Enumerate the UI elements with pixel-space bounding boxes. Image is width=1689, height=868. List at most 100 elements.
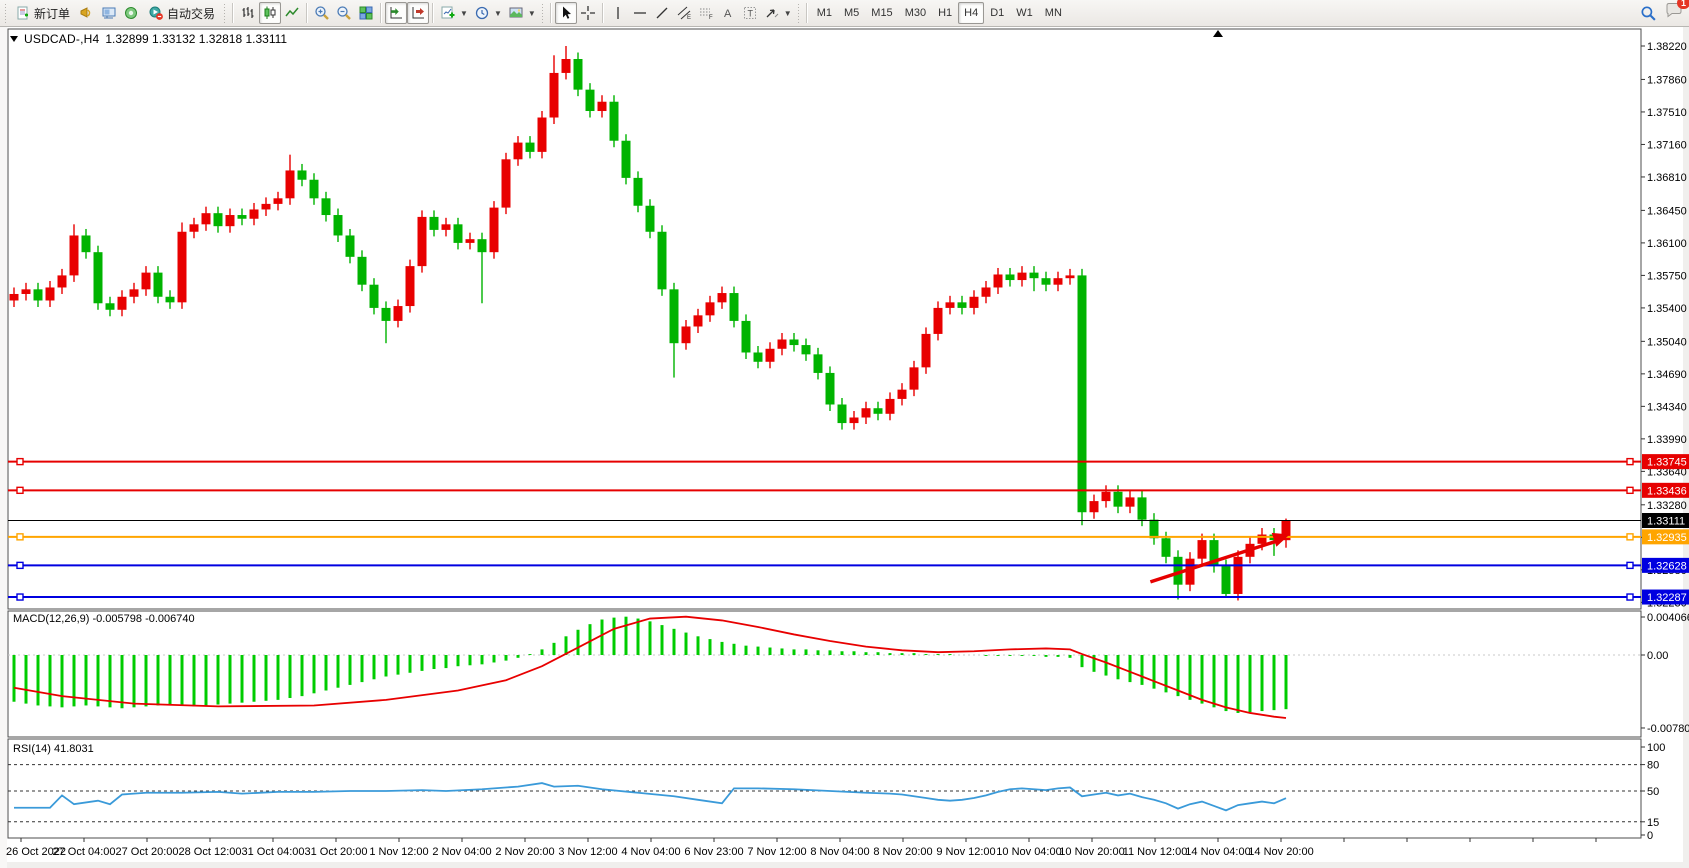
hline-handle[interactable] bbox=[1626, 593, 1634, 601]
diagonal-line-icon bbox=[656, 7, 668, 19]
bar-chart-button[interactable] bbox=[237, 2, 259, 24]
chart-shift-marker-icon[interactable] bbox=[1213, 30, 1223, 37]
text-label-tool-button[interactable]: T bbox=[739, 2, 761, 24]
rsi-pane[interactable] bbox=[7, 738, 1642, 839]
dropdown-caret-icon: ▼ bbox=[783, 8, 792, 18]
auto-scroll-button[interactable] bbox=[385, 2, 408, 24]
macd-signal-line bbox=[13, 615, 1287, 719]
toolbar-grip[interactable] bbox=[4, 3, 8, 23]
template-button[interactable]: ▼ bbox=[505, 2, 539, 24]
hline-handle[interactable] bbox=[16, 486, 24, 495]
price-tick-label: 1.36450 bbox=[1647, 205, 1687, 217]
hline-handle[interactable] bbox=[16, 593, 24, 601]
timeframe-d1[interactable]: D1 bbox=[990, 7, 1005, 19]
candle-chart-button[interactable] bbox=[259, 2, 282, 24]
hline-handle[interactable] bbox=[1626, 561, 1634, 570]
time-tick-label: 31 Oct 04:00 bbox=[242, 846, 305, 858]
autotrade-icon bbox=[149, 6, 163, 20]
rsi-indicator-label: RSI(14) 41.8031 bbox=[13, 743, 94, 755]
hline-handle[interactable] bbox=[16, 533, 24, 541]
dropdown-caret-icon: ▼ bbox=[527, 8, 536, 18]
main-pane[interactable] bbox=[7, 28, 1642, 610]
hline-handle[interactable] bbox=[16, 561, 24, 570]
macd-axis-label: -0.007809 bbox=[1647, 723, 1689, 735]
hline-price-box bbox=[1642, 529, 1689, 545]
fibonacci-tool-button[interactable]: F bbox=[695, 2, 717, 24]
timeframe-m15[interactable]: M15 bbox=[871, 7, 893, 19]
time-tick-label: 31 Oct 20:00 bbox=[305, 846, 368, 858]
axis-arrow-red-icon bbox=[412, 7, 425, 19]
hline-handle[interactable] bbox=[1626, 457, 1634, 466]
chart-shift-button[interactable] bbox=[407, 2, 430, 24]
price-tick-label: 1.37160 bbox=[1647, 139, 1687, 151]
time-tick-label: 2 Nov 20:00 bbox=[495, 846, 554, 858]
hline-price-box bbox=[1642, 513, 1689, 529]
clock-icon bbox=[475, 6, 489, 20]
timeframe-w1[interactable]: W1 bbox=[1016, 7, 1033, 19]
hline-handle[interactable] bbox=[1626, 486, 1634, 495]
chart-window[interactable]: USDCAD-,H4 1.32899 1.33132 1.32818 1.331… bbox=[0, 27, 1689, 868]
timeframe-m5[interactable]: M5 bbox=[844, 7, 860, 19]
vertical-line-tool-button[interactable] bbox=[607, 2, 629, 24]
picture-icon bbox=[509, 7, 523, 18]
channel-tool-button[interactable]: E bbox=[673, 2, 695, 24]
toolbar-grip[interactable] bbox=[223, 3, 228, 23]
cursor-tool-button[interactable] bbox=[554, 2, 577, 24]
svg-text:E: E bbox=[687, 15, 691, 21]
data-window-button[interactable] bbox=[98, 2, 120, 24]
toolbar-separator bbox=[306, 3, 309, 23]
crosshair-tool-button[interactable] bbox=[577, 2, 599, 24]
toolbar-grip[interactable] bbox=[796, 3, 801, 23]
horizontal-line-icon bbox=[633, 12, 646, 14]
horizontal-line-tool-button[interactable] bbox=[629, 2, 651, 24]
toolbar-separator bbox=[432, 3, 435, 23]
toolbar-right-group: 1 bbox=[1640, 0, 1689, 24]
letter-a-icon: A bbox=[724, 8, 732, 20]
hline-handle[interactable] bbox=[16, 457, 24, 466]
price-tick-label: 1.36810 bbox=[1647, 172, 1687, 184]
navigator-button[interactable] bbox=[120, 2, 142, 24]
notifications-button[interactable]: 1 bbox=[1665, 0, 1689, 24]
one-click-collapse-icon[interactable] bbox=[10, 36, 18, 42]
arrow-objects-icon bbox=[766, 9, 779, 18]
new-order-button[interactable]: 新订单 bbox=[10, 2, 76, 24]
tile-windows-button[interactable] bbox=[355, 2, 377, 24]
time-tick-label: 1 Nov 12:00 bbox=[369, 846, 428, 858]
chart-canvas[interactable]: 1.38220 1.37860 1.37510 1.37160 1.36810 1.364… bbox=[0, 27, 1689, 868]
zoom-out-button[interactable] bbox=[333, 2, 355, 24]
hline-price-box bbox=[1642, 589, 1689, 605]
price-tick-label: 1.34690 bbox=[1647, 369, 1687, 381]
time-tick-label: 10 Nov 20:00 bbox=[1059, 846, 1124, 858]
trendline-tool-button[interactable] bbox=[651, 2, 673, 24]
zoom-in-button[interactable] bbox=[311, 2, 333, 24]
vertical-line-icon bbox=[617, 7, 619, 19]
price-tick-label: 1.35400 bbox=[1647, 303, 1687, 315]
profiles-button[interactable]: ▼ bbox=[471, 2, 505, 24]
timeframe-group: M1 M5 M15 M30 H1 H4 D1 W1 MN bbox=[811, 2, 1068, 24]
search-icon[interactable] bbox=[1640, 5, 1657, 22]
toolbar-grip[interactable] bbox=[540, 3, 545, 23]
auto-trading-label: 自动交易 bbox=[167, 6, 216, 21]
macd-pane[interactable] bbox=[7, 610, 1642, 738]
line-chart-button[interactable] bbox=[281, 2, 303, 24]
main-toolbar: 新订单 自动交易 bbox=[0, 0, 1689, 27]
horn-icon bbox=[80, 7, 91, 18]
price-tick-label: 1.36100 bbox=[1647, 238, 1687, 250]
time-tick-label: 27 Oct 04:00 bbox=[53, 846, 116, 858]
new-chart-button[interactable]: ▼ bbox=[437, 2, 471, 24]
arrow-objects-button[interactable]: ▼ bbox=[761, 2, 795, 24]
text-tool-button[interactable]: A bbox=[717, 2, 739, 24]
timeframe-m30[interactable]: M30 bbox=[904, 7, 927, 19]
timeframe-h1[interactable]: H1 bbox=[938, 7, 953, 19]
rsi-axis-label: 0 bbox=[1647, 830, 1653, 842]
trend-arrow-annotation[interactable] bbox=[1149, 532, 1290, 584]
timeframe-mn[interactable]: MN bbox=[1044, 7, 1062, 19]
axis-arrow-green-icon bbox=[390, 7, 403, 19]
timeframe-h4[interactable]: H4 bbox=[958, 2, 985, 24]
time-tick-label: 8 Nov 20:00 bbox=[873, 846, 932, 858]
timeframe-m1[interactable]: M1 bbox=[816, 7, 832, 19]
auto-trading-button[interactable]: 自动交易 bbox=[142, 2, 221, 24]
hline-handle[interactable] bbox=[1626, 533, 1634, 541]
announcement-button[interactable] bbox=[76, 2, 98, 24]
